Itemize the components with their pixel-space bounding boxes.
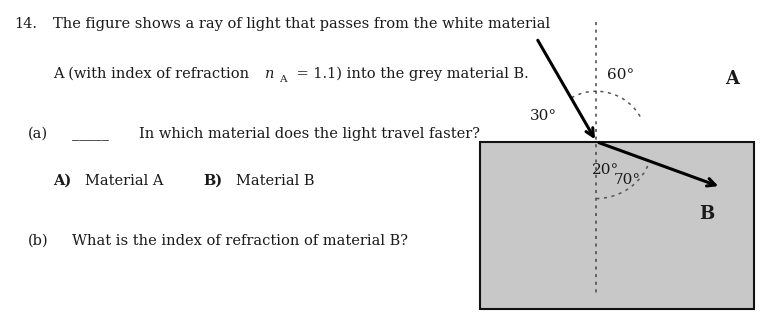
Text: The figure shows a ray of light that passes from the white material: The figure shows a ray of light that pas…: [53, 17, 551, 31]
Text: 20°: 20°: [591, 163, 619, 177]
Text: _____: _____: [72, 127, 109, 141]
Text: Material A: Material A: [85, 174, 164, 188]
Text: B: B: [699, 205, 715, 223]
Text: 70°: 70°: [614, 173, 641, 187]
Text: What is the index of refraction of material B?: What is the index of refraction of mater…: [72, 234, 407, 248]
Text: A (with index of refraction: A (with index of refraction: [53, 67, 254, 81]
Text: Material B: Material B: [236, 174, 314, 188]
Text: A): A): [53, 174, 72, 188]
Bar: [480, 142, 755, 309]
Text: (a): (a): [28, 127, 48, 141]
Text: In which material does the light travel faster?: In which material does the light travel …: [139, 127, 480, 141]
Text: A: A: [279, 75, 286, 84]
Text: 30°: 30°: [530, 110, 557, 124]
Text: = 1.1) into the grey material B.: = 1.1) into the grey material B.: [292, 67, 528, 81]
Text: (b): (b): [28, 234, 49, 248]
Text: n: n: [265, 67, 274, 81]
Text: B): B): [203, 174, 223, 188]
Text: A: A: [725, 69, 739, 88]
Text: 60°: 60°: [608, 68, 634, 82]
Text: 14.: 14.: [14, 17, 37, 31]
